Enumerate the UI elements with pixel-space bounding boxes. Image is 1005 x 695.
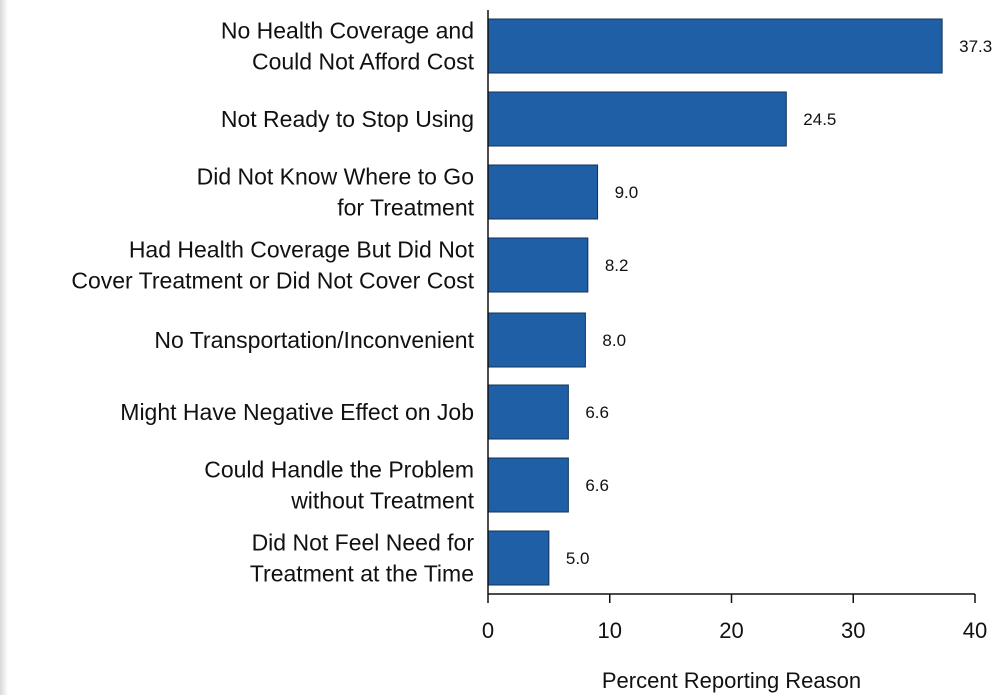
category-label-3-line-2: for Treatment xyxy=(337,195,474,221)
x-tick-label-2: 10 xyxy=(598,618,622,643)
bar-8 xyxy=(487,530,550,586)
category-label-3-line-1: Did Not Know Where to Go xyxy=(197,164,474,190)
category-label-6-line-1: Might Have Negative Effect on Job xyxy=(120,399,474,425)
labels-layer: 37.3 No Health Coverage and Could Not Affo… xyxy=(71,18,992,587)
bar-3 xyxy=(487,164,599,220)
bar-4 xyxy=(487,237,589,293)
value-label-6: 6.6 xyxy=(585,403,609,422)
value-label-8: 5.0 xyxy=(566,549,590,568)
bar-1 xyxy=(487,18,943,74)
x-axis-title: Percent Reporting Reason xyxy=(602,668,861,693)
category-label-1-line-1: No Health Coverage and xyxy=(221,18,474,44)
value-label-2: 24.5 xyxy=(803,110,836,129)
value-label-7: 6.6 xyxy=(585,476,609,495)
bars-layer xyxy=(487,18,943,586)
category-label-7-line-2: without Treatment xyxy=(290,488,474,514)
category-label-4-line-1: Had Health Coverage But Did Not xyxy=(129,237,475,263)
category-label-8-line-1: Did Not Feel Need for xyxy=(252,530,475,556)
category-label-2-line-1: Not Ready to Stop Using xyxy=(221,106,474,132)
x-tick-label-3: 20 xyxy=(719,618,743,643)
axis-layer: 0 10 20 30 40 xyxy=(482,10,987,643)
value-label-3: 9.0 xyxy=(615,183,639,202)
left-edge-shadow xyxy=(0,0,8,695)
category-label-7-line-1: Could Handle the Problem xyxy=(204,457,474,483)
x-tick-label-4: 30 xyxy=(841,618,865,643)
value-label-5: 8.0 xyxy=(602,331,626,350)
category-label-8-line-2: Treatment at the Time xyxy=(250,561,474,587)
category-label-1-line-2: Could Not Afford Cost xyxy=(252,49,475,75)
bar-7 xyxy=(487,457,569,513)
value-label-1: 37.3 xyxy=(959,37,992,56)
bar-2 xyxy=(487,91,787,147)
x-tick-label-1: 0 xyxy=(482,618,494,643)
bar-5 xyxy=(487,312,586,368)
value-label-4: 8.2 xyxy=(605,256,629,275)
bar-6 xyxy=(487,384,569,440)
category-label-4-line-2: Cover Treatment or Did Not Cover Cost xyxy=(71,268,474,294)
x-tick-label-5: 40 xyxy=(963,618,987,643)
category-label-5-line-1: No Transportation/Inconvenient xyxy=(154,327,474,353)
